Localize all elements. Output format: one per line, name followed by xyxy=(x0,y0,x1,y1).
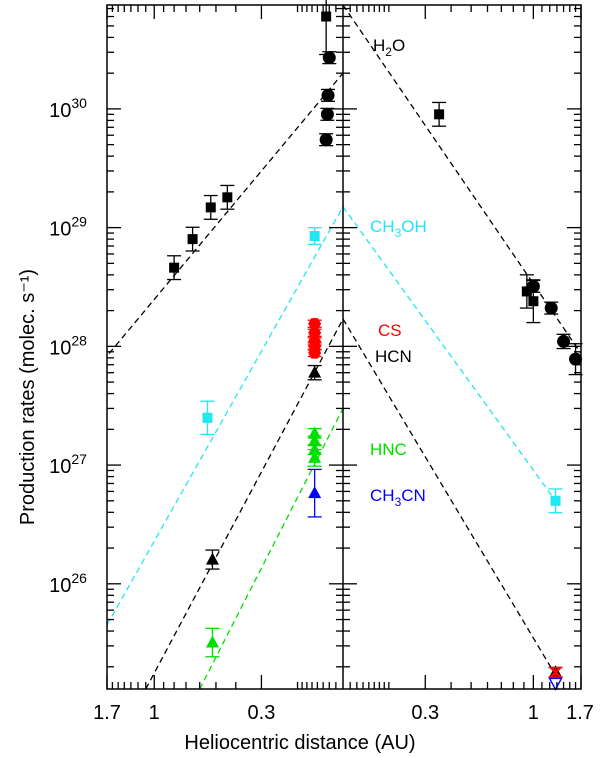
molecule-label-ch3oh: CH3OH xyxy=(370,217,427,240)
y-axis-title: Production rates (molec. s⁻¹) xyxy=(17,269,39,525)
h2o-trend-line xyxy=(343,5,581,354)
hnc-data-point xyxy=(308,426,322,439)
h2o-data-point xyxy=(321,88,335,102)
hcn-trend-line xyxy=(343,318,557,676)
hcn-data-point xyxy=(308,365,322,378)
x-tick-label: 1.7 xyxy=(566,702,594,724)
y-tick-label: 1027 xyxy=(49,451,87,478)
cs-data-point xyxy=(308,347,322,359)
cs-data-point xyxy=(549,666,562,679)
molecule-label-cs: CS xyxy=(378,321,402,340)
h2o-data-point xyxy=(322,51,336,65)
h2o-data-point xyxy=(557,334,571,348)
h2o-data-point xyxy=(169,262,180,273)
x-tick-label: 0.3 xyxy=(248,702,276,724)
hnc-data-point xyxy=(308,442,322,455)
h2o-data-point xyxy=(187,234,198,245)
y-tick-label: 1026 xyxy=(49,570,87,597)
h2o-data-point xyxy=(569,352,583,366)
post-perihelion-points xyxy=(432,101,583,691)
hnc-data-point xyxy=(205,635,219,648)
x-tick-label: 1 xyxy=(149,702,160,724)
post-perihelion-trend-lines xyxy=(343,5,581,676)
ch3oh-data-point xyxy=(202,412,213,423)
trend-lines xyxy=(107,5,581,689)
data-points xyxy=(167,0,583,691)
hnc-trend-line xyxy=(199,408,343,689)
ch3oh-data-point xyxy=(550,495,561,506)
hnc-data-point xyxy=(308,433,322,446)
y-tick-label: 1029 xyxy=(49,214,87,241)
ch3cn-data-point xyxy=(548,677,563,691)
ch3oh-trend-line xyxy=(343,206,557,502)
tick-labels: 1026 1027 1028 1029 1030 1.7 1 0.3 0.3 1 1.7 xyxy=(49,95,594,724)
plot-border xyxy=(106,4,582,690)
ch3oh-trend-line xyxy=(107,206,343,626)
hcn-data-point xyxy=(205,552,219,565)
h2o-data-point xyxy=(319,133,333,147)
h2o-data-point xyxy=(528,296,539,307)
h2o-data-point xyxy=(222,192,233,203)
molecule-label-hnc: HNC xyxy=(370,440,407,459)
h2o-trend-line xyxy=(108,72,343,354)
h2o-error-bar xyxy=(319,0,334,56)
molecule-label-h2o: H2O xyxy=(373,36,405,59)
h2o-data-point xyxy=(321,11,332,22)
cs-data-point xyxy=(308,318,322,330)
y-tick-label: 1028 xyxy=(49,332,87,359)
ch3oh-data-point xyxy=(309,231,320,242)
pre-perihelion-trend-lines xyxy=(107,72,343,689)
x-tick-label: 1 xyxy=(528,702,539,724)
h2o-data-point xyxy=(434,109,445,120)
h2o-data-point xyxy=(521,286,532,297)
ch3cn-data-point xyxy=(308,486,322,499)
molecule-label-ch3cn: CH3CN xyxy=(370,486,426,509)
molecule-label-hcn: HCN xyxy=(375,347,412,366)
plot-frame xyxy=(106,4,582,690)
pre-perihelion-points xyxy=(167,0,337,658)
cs-data-point xyxy=(308,327,322,339)
h2o-data-point xyxy=(320,107,334,121)
h2o-data-point xyxy=(526,279,540,293)
h2o-data-point xyxy=(544,301,558,315)
x-axis-title: Heliocentric distance (AU) xyxy=(184,732,415,754)
molecule-labels: H2O CH3OH CS HCN HNC CH3CN xyxy=(370,36,427,509)
y-tick-label: 1030 xyxy=(49,95,87,122)
h2o-data-point xyxy=(205,202,216,213)
hnc-data-point xyxy=(308,450,322,463)
x-tick-label: 0.3 xyxy=(411,702,439,724)
x-tick-label: 1.7 xyxy=(93,702,121,724)
axis-ticks xyxy=(106,5,582,689)
